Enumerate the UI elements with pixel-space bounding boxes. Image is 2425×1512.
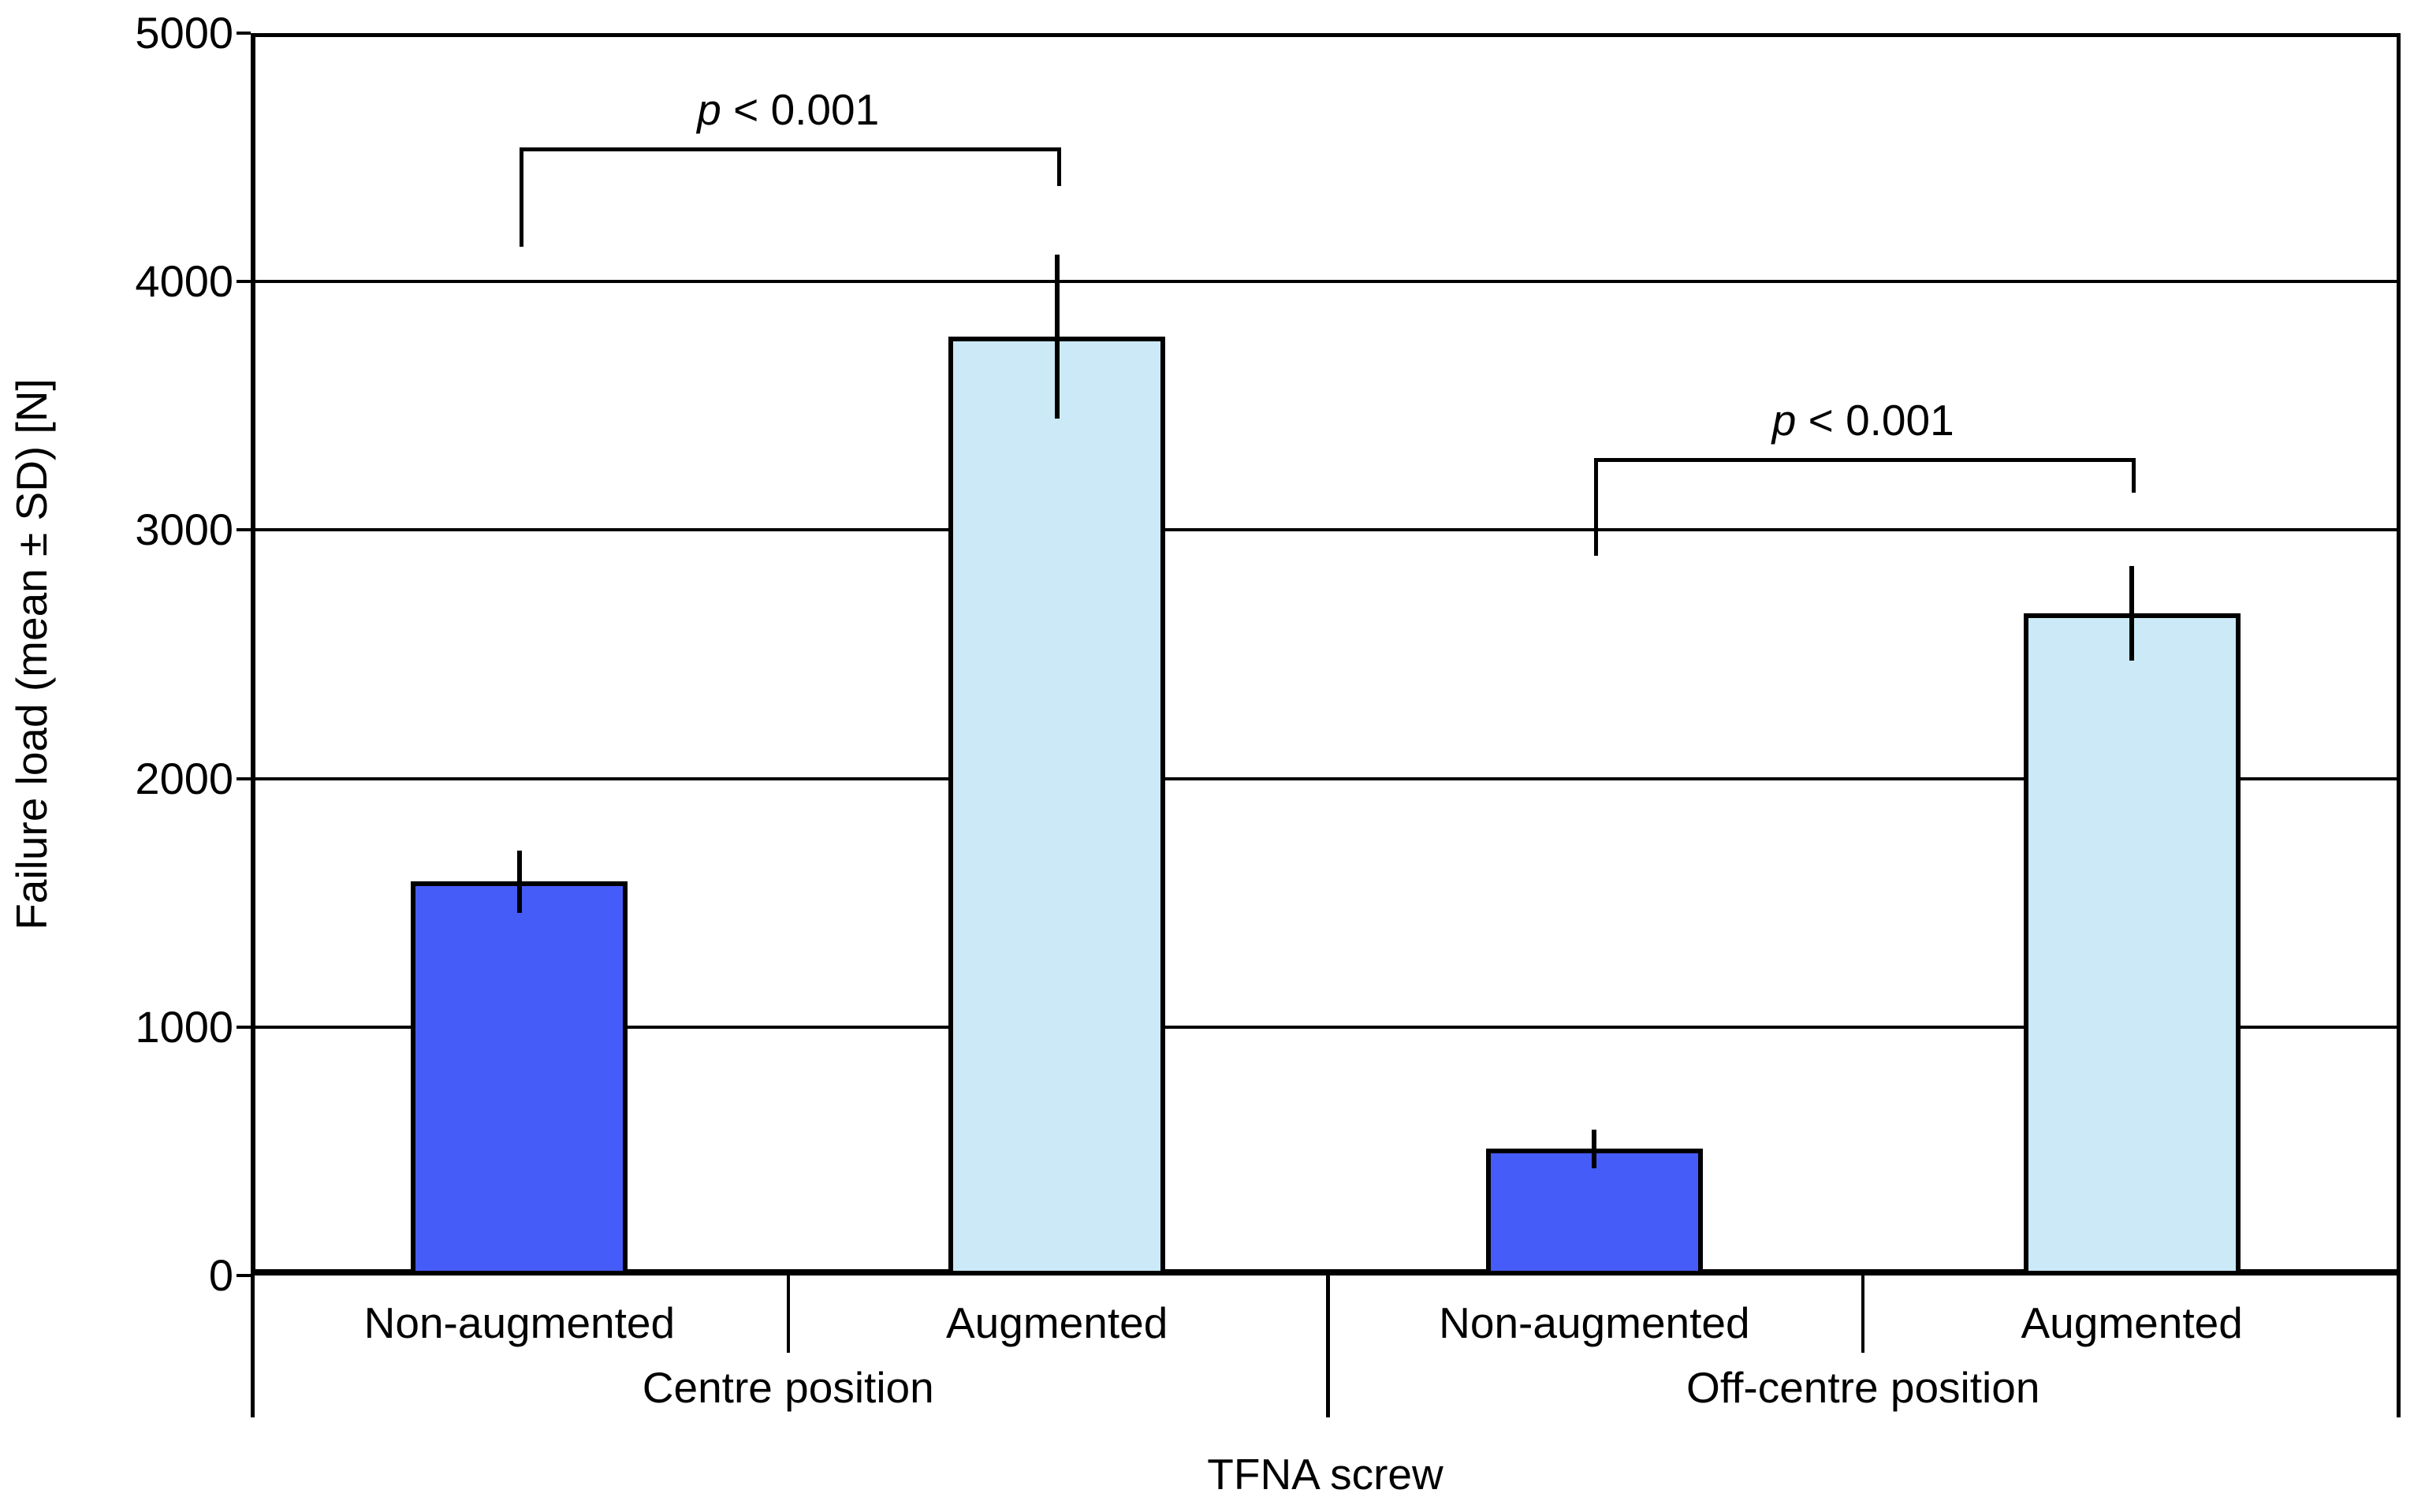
significance-bracket-left-leg-1: [1594, 457, 1599, 557]
significance-bracket-right-leg-0: [1056, 147, 1061, 186]
y-axis-tick-label-3000: 3000: [135, 505, 233, 555]
group-label-off-centre-position: Off-centre position: [1686, 1363, 2040, 1412]
significance-bracket-right-leg-1: [2132, 457, 2136, 493]
error-bar-non-augmented-1: [1592, 1129, 1597, 1168]
y-axis-tick-4000: [237, 280, 251, 284]
category-label-non-augmented-0: Non-augmented: [363, 1298, 676, 1347]
significance-label-0: p < 0.001: [697, 88, 879, 132]
significance-label-1: p < 0.001: [1772, 398, 1954, 442]
gridline-2000: [255, 776, 2397, 780]
error-bar-augmented-0: [1054, 254, 1060, 419]
error-bar-augmented-1: [2129, 566, 2135, 661]
group-label-centre-position: Centre position: [642, 1363, 934, 1412]
significance-bracket-left-leg-0: [519, 147, 523, 248]
y-axis-tick-label-5000: 5000: [135, 8, 233, 58]
y-axis-tick-1000: [237, 1025, 251, 1029]
category-label-non-augmented-1: Non-augmented: [1439, 1298, 1750, 1347]
category-label-augmented-0: Augmented: [945, 1298, 1168, 1347]
significance-bracket-bar-1: [1594, 457, 2136, 462]
p-value-variable: p: [697, 84, 721, 134]
y-axis-tick-label-2000: 2000: [135, 753, 233, 803]
y-axis-tick-0: [237, 1274, 251, 1277]
error-bar-non-augmented-0: [516, 851, 522, 913]
bar-off-centre-position-augmented: [2023, 613, 2241, 1276]
y-axis-title: Failure load (mean ± SD) [N]: [7, 378, 56, 930]
significance-bracket-bar-0: [519, 147, 1061, 151]
gridline-1000: [255, 1025, 2397, 1029]
category-label-augmented-1: Augmented: [2021, 1298, 2243, 1347]
bar-centre-position-non-augmented: [411, 881, 628, 1276]
category-separator-0: [786, 1270, 790, 1353]
group-separator-1: [1325, 1270, 1330, 1417]
x-axis-title: TFNA screw: [1207, 1450, 1443, 1499]
group-separator-0: [251, 1270, 255, 1417]
y-axis-tick-label-4000: 4000: [135, 256, 233, 307]
y-axis-tick-label-1000: 1000: [135, 1001, 233, 1052]
y-axis-tick-3000: [237, 528, 251, 532]
y-axis-tick-label-0: 0: [208, 1250, 233, 1300]
gridline-3000: [255, 528, 2397, 532]
p-value-condition: < 0.001: [721, 84, 880, 134]
category-separator-1: [1861, 1270, 1865, 1353]
y-axis-tick-5000: [237, 32, 251, 35]
y-axis-tick-2000: [237, 776, 251, 780]
gridline-4000: [255, 280, 2397, 284]
p-value-variable: p: [1771, 395, 1797, 445]
group-separator-2: [2397, 1270, 2401, 1417]
p-value-condition: < 0.001: [1796, 395, 1954, 445]
bar-centre-position-augmented: [948, 336, 1166, 1276]
